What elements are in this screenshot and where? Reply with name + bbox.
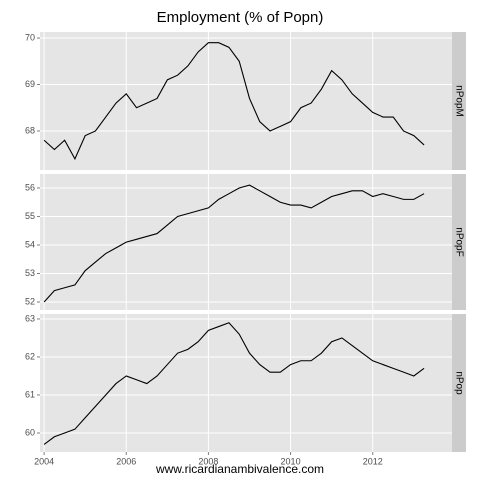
- y-tick-label: 55: [25, 211, 35, 221]
- panel-background: [40, 32, 452, 170]
- line: [43, 184, 425, 303]
- x-tick-label: 2006: [116, 456, 136, 466]
- x-tick-label: 2008: [198, 456, 218, 466]
- strip-label: nPop: [453, 371, 464, 395]
- y-tick-label: 68: [25, 125, 35, 135]
- y-tick-label: 61: [25, 389, 35, 399]
- strip: [452, 32, 466, 170]
- panel-background: [40, 314, 452, 452]
- x-tick-label: 2010: [281, 456, 301, 466]
- strip-label: nPopF: [453, 227, 464, 256]
- y-tick-label: 63: [25, 313, 35, 323]
- y-tick-label: 53: [25, 268, 35, 278]
- y-tick-label: 56: [25, 182, 35, 192]
- line: [43, 42, 425, 161]
- y-tick-label: 54: [25, 239, 35, 249]
- y-tick-label: 52: [25, 296, 35, 306]
- y-tick-label: 69: [25, 79, 35, 89]
- x-tick-label: 2012: [363, 456, 383, 466]
- strip-label: nPopM: [453, 85, 464, 117]
- y-tick-label: 70: [25, 32, 35, 42]
- caption: www.ricardianambivalence.com: [155, 462, 324, 476]
- x-tick-label: 2004: [34, 456, 54, 466]
- panel-background: [40, 174, 452, 310]
- chart-title: Employment (% of Popn): [157, 9, 324, 26]
- strip: [452, 174, 466, 310]
- y-tick-label: 60: [25, 427, 35, 437]
- line: [43, 322, 425, 445]
- strip: [452, 314, 466, 452]
- y-tick-label: 62: [25, 351, 35, 361]
